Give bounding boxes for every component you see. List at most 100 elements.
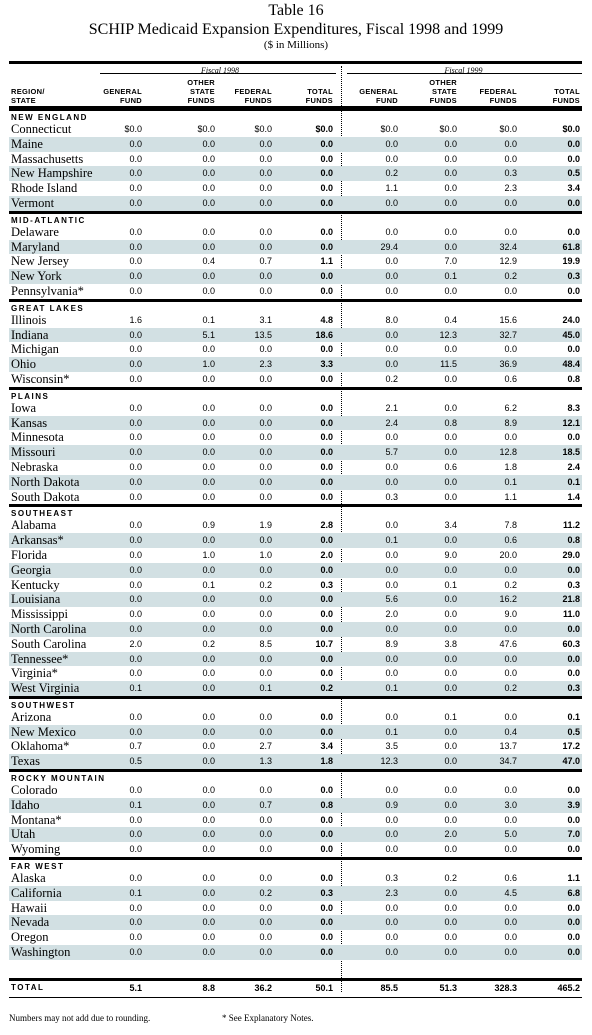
value-cell: 0.0 (129, 844, 142, 855)
state-name: North Dakota (11, 474, 80, 489)
state-name: Colorado (11, 783, 58, 798)
value-cell: 0.0 (504, 814, 517, 825)
state-row: Oregon 0.0 0.0 0.0 0.0 0.0 0.0 0.0 0.0 (9, 930, 582, 945)
value-cell: 0.0 (202, 917, 215, 928)
value-cell: 0.0 (385, 461, 398, 472)
state-row: North Dakota 0.0 0.0 0.0 0.0 0.0 0.0 0.1 0.1 (9, 474, 582, 490)
value-cell: 0.0 (259, 153, 272, 164)
header-other-state-funds-1998: OTHER STATE FUNDS (187, 78, 215, 105)
value-cell: 50.1 (315, 983, 333, 993)
value-cell: 85.5 (380, 983, 398, 993)
value-cell: 0.0 (129, 138, 142, 149)
state-name: New Jersey (11, 254, 69, 269)
value-cell: 0.0 (259, 609, 272, 620)
value-cell: 11.2 (562, 520, 580, 531)
value-cell: 0.2 (320, 683, 333, 694)
state-row: Indiana 0.0 5.1 13.5 18.6 0.0 12.3 32.7 45.0 (9, 327, 582, 343)
state-name: Arizona (11, 709, 52, 724)
value-cell: 0.0 (320, 168, 333, 179)
region-name: SOUTHEAST (11, 509, 74, 519)
state-row: Florida 0.0 1.0 1.0 2.0 0.0 9.0 20.0 29.0 (9, 548, 582, 563)
value-cell: 0.0 (129, 256, 142, 267)
value-cell: 0.0 (202, 461, 215, 472)
value-cell: 0.0 (259, 932, 272, 943)
value-cell: 0.0 (320, 197, 333, 208)
state-name: Oklahoma* (11, 739, 70, 754)
value-cell: 0.0 (444, 535, 457, 546)
region-header-row: NEW ENGLAND (9, 108, 582, 122)
value-cell: 0.0 (259, 785, 272, 796)
state-row: Illinois 1.6 0.1 3.1 4.8 8.0 0.4 15.6 24.0 (9, 313, 582, 328)
value-cell: 0.0 (259, 623, 272, 634)
value-cell: 0.0 (202, 623, 215, 634)
value-cell: 0.0 (444, 609, 457, 620)
value-cell: 1.4 (567, 491, 580, 502)
state-row: Connecticut $0.0 $0.0 $0.0 $0.0 $0.0 $0.0 $0.0 $… (9, 122, 582, 137)
state-name: Washington (11, 945, 71, 960)
value-cell: 0.1 (444, 711, 457, 722)
value-cell: 0.0 (259, 476, 272, 487)
state-row: South Carolina 2.0 0.2 8.5 10.7 8.9 3.8 47.6 60.… (9, 637, 582, 652)
header-total-funds-1999: TOTAL FUNDS (552, 87, 580, 105)
value-cell: 0.0 (259, 344, 272, 355)
state-row: Tennessee* 0.0 0.0 0.0 0.0 0.0 0.0 0.0 0.0 (9, 651, 582, 667)
value-cell: 0.0 (385, 653, 398, 664)
value-cell: 0.0 (504, 668, 517, 679)
value-cell: 8.9 (385, 638, 398, 649)
value-cell: 11.0 (562, 609, 580, 620)
value-cell: 6.2 (504, 402, 517, 413)
value-cell: 0.1 (444, 271, 457, 282)
region-header-row: GREAT LAKES (9, 298, 582, 313)
value-cell: 8.9 (504, 417, 517, 428)
value-cell: 0.0 (320, 609, 333, 620)
value-cell: 0.5 (567, 168, 580, 179)
value-cell: 20.0 (499, 549, 517, 560)
value-cell: 0.0 (504, 226, 517, 237)
value-cell: 0.0 (202, 711, 215, 722)
value-cell: 0.0 (259, 183, 272, 194)
value-cell: 0.0 (259, 197, 272, 208)
state-row: Delaware 0.0 0.0 0.0 0.0 0.0 0.0 0.0 0.0 (9, 225, 582, 240)
value-cell: 0.0 (385, 197, 398, 208)
value-cell: 0.0 (385, 329, 398, 340)
value-cell: 0.0 (385, 785, 398, 796)
state-name: West Virginia (11, 681, 80, 696)
value-cell: 0.0 (129, 623, 142, 634)
value-cell: 0.1 (385, 726, 398, 737)
value-cell: 0.0 (320, 417, 333, 428)
value-cell: 3.1 (259, 314, 272, 325)
value-cell: 3.4 (444, 520, 457, 531)
value-cell: 7.0 (567, 829, 580, 840)
state-name: Texas (11, 754, 40, 769)
region-name: FAR WEST (11, 862, 65, 872)
region-name: PLAINS (11, 391, 50, 401)
value-cell: 0.0 (202, 535, 215, 546)
state-name: Nevada (11, 915, 50, 930)
value-cell: 0.0 (320, 476, 333, 487)
value-cell: 0.2 (259, 579, 272, 590)
region-header-row: SOUTHEAST (9, 504, 582, 518)
value-cell: 1.8 (320, 756, 333, 767)
value-cell: 0.0 (567, 668, 580, 679)
value-cell: 45.0 (562, 329, 580, 340)
value-cell: 3.9 (567, 799, 580, 810)
value-cell: 0.0 (320, 183, 333, 194)
state-row: Wisconsin* 0.0 0.0 0.0 0.0 0.2 0.0 0.6 0.8 (9, 372, 582, 387)
value-cell: 0.0 (129, 579, 142, 590)
value-cell: 0.0 (444, 932, 457, 943)
value-cell: 0.2 (504, 683, 517, 694)
total-row: TOTAL 5.1 8.8 36.2 50.1 85.5 51.3 328.3 465.2 (9, 978, 582, 998)
value-cell: 0.0 (444, 623, 457, 634)
value-cell: 0.0 (259, 668, 272, 679)
value-cell: 0.0 (129, 653, 142, 664)
value-cell: 3.0 (504, 799, 517, 810)
value-cell: 0.0 (444, 153, 457, 164)
state-row: Pennsylvania* 0.0 0.0 0.0 0.0 0.0 0.0 0.0 0.0 (9, 284, 582, 299)
value-cell: 0.0 (259, 226, 272, 237)
value-cell: 0.0 (202, 402, 215, 413)
state-row: Mississippi 0.0 0.0 0.0 0.0 2.0 0.0 9.0 11.0 (9, 607, 582, 622)
value-cell: 0.0 (567, 432, 580, 443)
data-table: NEW ENGLAND Connecticut $0.0 $0.0 $0.0 $0.0 $0… (9, 108, 582, 960)
value-cell: 5.1 (129, 983, 142, 993)
value-cell: 0.0 (444, 491, 457, 502)
